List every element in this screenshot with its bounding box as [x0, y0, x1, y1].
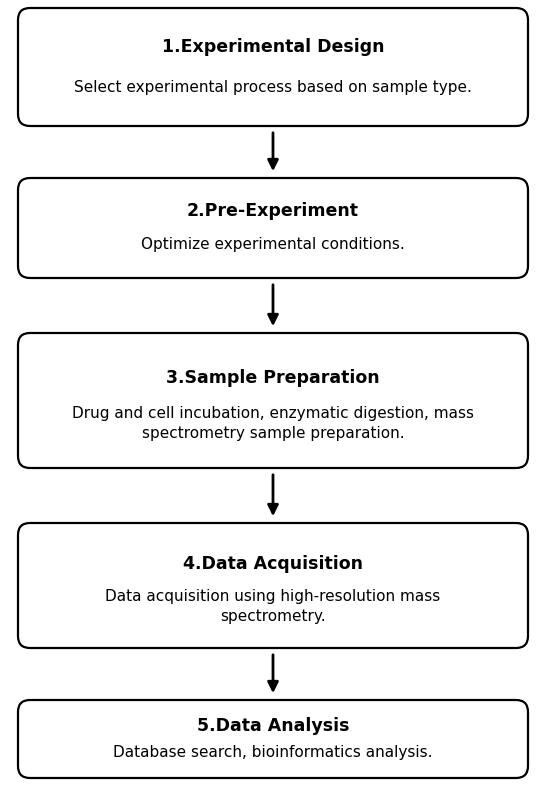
- Text: 3.Sample Preparation: 3.Sample Preparation: [166, 369, 380, 387]
- Text: Data acquisition using high-resolution mass
spectrometry.: Data acquisition using high-resolution m…: [105, 590, 441, 624]
- FancyBboxPatch shape: [18, 523, 528, 648]
- Text: Database search, bioinformatics analysis.: Database search, bioinformatics analysis…: [113, 745, 433, 760]
- Text: Optimize experimental conditions.: Optimize experimental conditions.: [141, 237, 405, 252]
- Text: 1.Experimental Design: 1.Experimental Design: [162, 38, 384, 56]
- FancyBboxPatch shape: [18, 178, 528, 278]
- Text: 2.Pre-Experiment: 2.Pre-Experiment: [187, 202, 359, 220]
- FancyBboxPatch shape: [18, 700, 528, 778]
- Text: 4.Data Acquisition: 4.Data Acquisition: [183, 555, 363, 573]
- Text: Select experimental process based on sample type.: Select experimental process based on sam…: [74, 79, 472, 94]
- Text: 5.Data Analysis: 5.Data Analysis: [197, 717, 349, 735]
- Text: Drug and cell incubation, enzymatic digestion, mass
spectrometry sample preparat: Drug and cell incubation, enzymatic dige…: [72, 406, 474, 441]
- FancyBboxPatch shape: [18, 333, 528, 468]
- FancyBboxPatch shape: [18, 8, 528, 126]
